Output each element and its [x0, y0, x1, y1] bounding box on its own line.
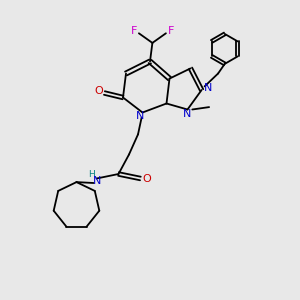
- Text: F: F: [167, 26, 174, 36]
- Text: F: F: [131, 26, 137, 36]
- Text: O: O: [94, 86, 103, 97]
- Text: O: O: [142, 173, 151, 184]
- Text: N: N: [136, 111, 144, 122]
- Text: N: N: [183, 109, 192, 119]
- Text: N: N: [92, 176, 101, 186]
- Text: H: H: [88, 170, 94, 179]
- Text: N: N: [203, 82, 212, 93]
